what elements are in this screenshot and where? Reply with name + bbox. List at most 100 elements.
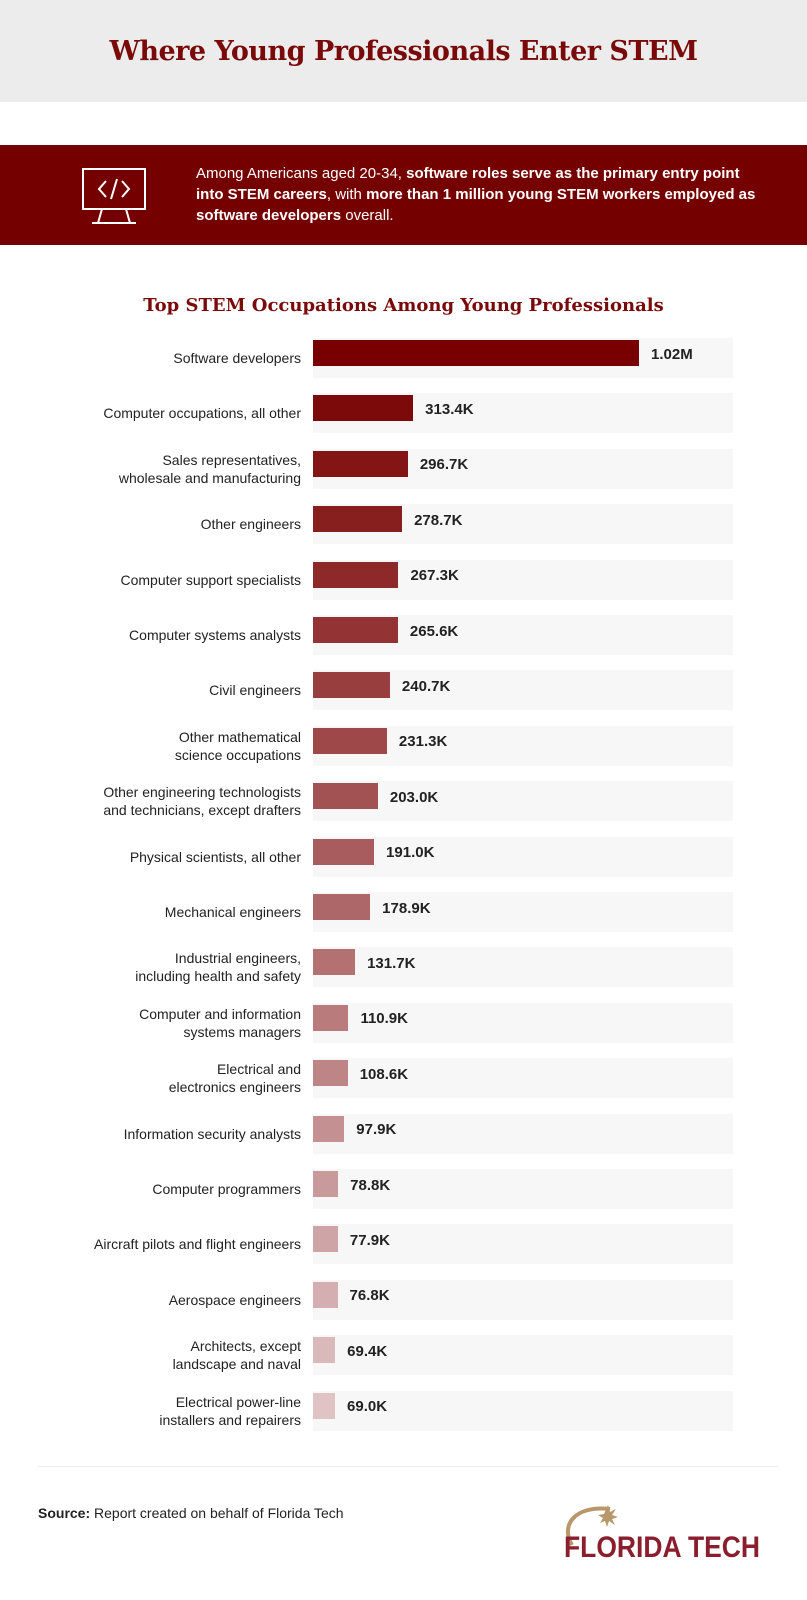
- data-label: 97.9K: [356, 1121, 397, 1139]
- bar-track: 267.3K: [313, 559, 733, 600]
- data-label: 265.6K: [409, 622, 459, 640]
- bar-track: 76.8K: [313, 1279, 733, 1320]
- data-label: 1.02M: [651, 345, 693, 363]
- bar-track: 265.6K: [313, 615, 733, 655]
- bar-row: Other engineers 278.7K: [0, 504, 807, 545]
- data-label: 110.9K: [360, 1010, 408, 1028]
- bar-track: 69.0K: [313, 1390, 733, 1431]
- data-label: 191.0K: [386, 844, 435, 862]
- bar-row: Civil engineers 240.7K: [0, 670, 807, 711]
- computer-code-icon: [82, 168, 146, 224]
- category-label: Computer and information systems managers: [139, 1005, 301, 1040]
- category-label: Architects, except landscape and naval: [172, 1338, 301, 1373]
- category-label: Electrical and electronics engineers: [168, 1061, 301, 1096]
- bar-row: Aerospace engineers 76.8K: [0, 1279, 807, 1320]
- svg-text:FLORIDA TECH: FLORIDA TECH: [564, 1531, 760, 1564]
- bar-track: 78.8K: [313, 1169, 733, 1209]
- source-text: Report created on behalf of Florida Tech: [90, 1505, 344, 1521]
- bar-row: Computer systems analysts 265.6K: [0, 615, 807, 655]
- bar: [313, 1392, 336, 1419]
- bar-track: 231.3K: [313, 725, 733, 766]
- data-label: 76.8K: [349, 1287, 390, 1305]
- bar: [313, 783, 378, 810]
- data-label: 178.9K: [382, 899, 431, 917]
- bar-row: Aircraft pilots and flight engineers 77.9…: [0, 1224, 807, 1265]
- bar: [313, 1226, 338, 1253]
- category-label: Other engineers: [200, 516, 301, 533]
- data-label: 267.3K: [410, 567, 459, 585]
- callout-part: software roles serve as the primary entr…: [196, 165, 740, 203]
- bar: [313, 1337, 336, 1364]
- bar-row: Other engineering technologists and techn…: [0, 781, 807, 822]
- bar-row: Computer and information systems managers…: [0, 1002, 807, 1043]
- category-label: Computer systems analysts: [129, 627, 301, 643]
- bar: [313, 340, 640, 366]
- data-label: 278.7K: [414, 511, 463, 529]
- category-label: Software developers: [173, 350, 301, 366]
- bar-track: 131.7K: [313, 947, 733, 988]
- category-label: Mechanical engineers: [164, 904, 301, 920]
- chart-title: Top STEM Occupations Among Young Profess…: [143, 295, 664, 316]
- bar-track: 296.7K: [313, 448, 733, 489]
- bar: [313, 672, 390, 699]
- bar-row: Physical scientists, all other 191.0K: [0, 836, 807, 877]
- bar: [313, 506, 403, 533]
- callout-part: more than 1 million young STEM workers e…: [196, 186, 756, 224]
- data-label: 313.4K: [425, 400, 474, 418]
- bar: [313, 1281, 338, 1308]
- data-label: 231.3K: [398, 733, 448, 751]
- bar-track: 240.7K: [313, 670, 733, 711]
- bar-track: 97.9K: [313, 1113, 733, 1154]
- data-label: 77.9K: [349, 1231, 390, 1249]
- bar: [313, 838, 375, 865]
- bar-track: 77.9K: [313, 1224, 733, 1265]
- callout-part: , with: [326, 186, 367, 203]
- bar: [313, 1171, 339, 1197]
- bar: [313, 1115, 345, 1142]
- bar-row: Sales representatives, wholesale and manu…: [0, 448, 807, 489]
- bar-track: 278.7K: [313, 504, 733, 545]
- category-label: Industrial engineers, including health an…: [135, 950, 301, 985]
- bar: [313, 894, 371, 920]
- category-label: Computer occupations, all other: [103, 405, 301, 422]
- header-banner: Where Young Professionals Enter STEM: [0, 0, 807, 102]
- bar-track: 110.9K: [313, 1002, 733, 1043]
- bar-row: Other mathematical science occupations 231…: [0, 725, 807, 766]
- bar-row: Electrical and electronics engineers 108.6…: [0, 1058, 807, 1099]
- bar-track: 191.0K: [313, 836, 733, 877]
- bar-row: Mechanical engineers 178.9K: [0, 892, 807, 932]
- bar: [313, 1060, 348, 1087]
- bar-track: 203.0K: [313, 781, 733, 822]
- florida-tech-logo: FLORIDA TECH: [564, 1505, 760, 1564]
- category-label: Electrical power-line installers and repa…: [159, 1393, 301, 1428]
- data-label: 240.7K: [401, 677, 451, 695]
- bar-track: 313.4K: [313, 393, 733, 434]
- bar-row: Computer support specialists 267.3K: [0, 559, 807, 600]
- callout-part: Among Americans aged 20-34,: [196, 165, 407, 182]
- category-label: Computer support specialists: [120, 571, 301, 588]
- bar-row: Computer programmers 78.8K: [0, 1169, 807, 1209]
- category-label: Physical scientists, all other: [129, 848, 301, 865]
- bar-row: Architects, except landscape and naval 69.…: [0, 1335, 807, 1376]
- bar-row: Computer occupations, all other 313.4K: [0, 393, 807, 434]
- bar-track: 108.6K: [313, 1058, 733, 1099]
- divider: [38, 1466, 778, 1467]
- data-label: 69.0K: [347, 1398, 388, 1416]
- bar: [313, 1004, 349, 1031]
- category-label: Aerospace engineers: [168, 1291, 301, 1308]
- category-label: Computer programmers: [152, 1181, 301, 1197]
- callout-band: Among Americans aged 20-34, software rol…: [0, 145, 807, 245]
- data-label: 69.4K: [347, 1342, 388, 1360]
- callout-text: Among Americans aged 20-34, software rol…: [196, 163, 756, 226]
- bar: [313, 561, 399, 588]
- source-label: Source:: [38, 1505, 91, 1521]
- bar: [313, 450, 408, 477]
- bar-row: Software developers 1.02M: [0, 338, 807, 378]
- data-label: 108.6K: [359, 1065, 409, 1083]
- data-label: 78.8K: [350, 1176, 391, 1194]
- category-label: Aircraft pilots and flight engineers: [94, 1236, 301, 1253]
- data-label: 296.7K: [419, 456, 469, 474]
- category-label: Information security analysts: [123, 1125, 301, 1142]
- source-note: Source: Report created on behalf of Flor…: [38, 1505, 344, 1521]
- bar: [313, 617, 398, 643]
